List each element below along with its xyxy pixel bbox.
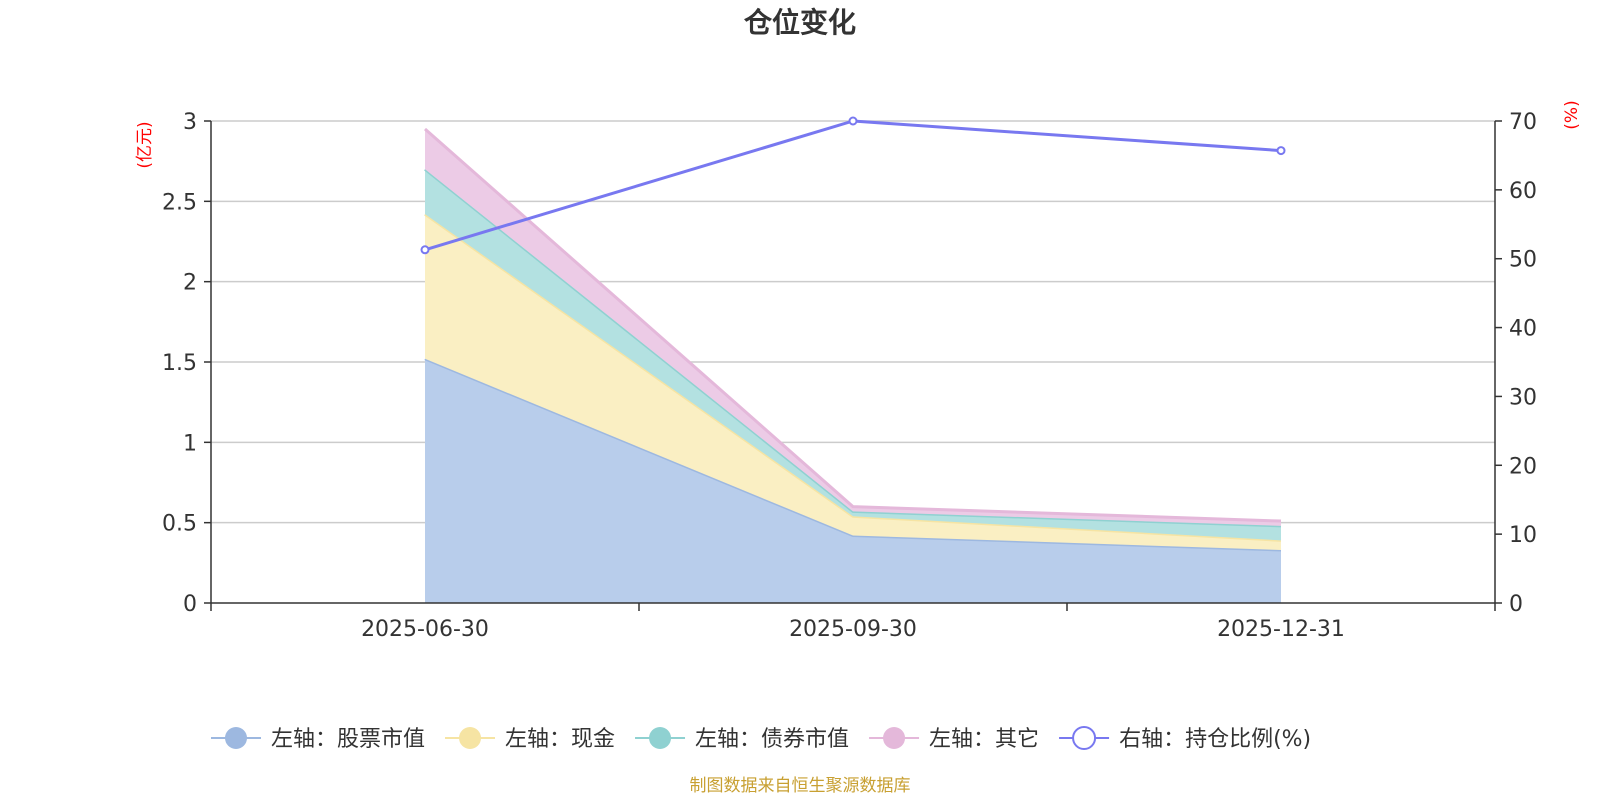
ratio-point (1276, 146, 1286, 156)
right-axis-tick-label: 0 (1509, 592, 1523, 617)
area-fill-series-0 (425, 358, 1281, 603)
legend-item: 左轴：其它 (869, 727, 1039, 752)
ratio-point (420, 245, 430, 255)
legend-label: 左轴：债券市值 (695, 727, 849, 752)
right-axis-unit: (%) (1562, 100, 1582, 129)
left-axis-tick-label: 2.5 (162, 190, 197, 215)
left-axis-tick-label: 1 (183, 431, 197, 456)
right-axis-tick-label: 60 (1509, 179, 1537, 204)
right-axis-tick-label: 10 (1509, 523, 1537, 548)
grid-lines (211, 120, 1495, 524)
legend-label: 左轴：其它 (929, 727, 1039, 752)
left-axis-tick-label: 2 (183, 271, 197, 296)
ratio-point (848, 116, 858, 126)
legend-item: 左轴：债券市值 (635, 727, 849, 752)
ratio-line (424, 119, 1282, 252)
left-axis-tick-label: 1.5 (162, 351, 197, 376)
legend-marker-hollow-circle (1072, 726, 1097, 750)
area-fill-series-1 (425, 214, 1281, 550)
area-line-series-3 (424, 127, 1282, 523)
left-axis-tick-label: 3 (183, 110, 197, 135)
right-axis-tick-label: 20 (1509, 454, 1537, 479)
legend: 左轴：股票市值 左轴：现金 左轴：债券市值 左轴：其它 右轴：持仓比例(%) (211, 726, 1311, 752)
legend-marker-circle (649, 727, 672, 749)
legend-item: 右轴：持仓比例(%) (1059, 726, 1311, 752)
right-axis-tick-label: 40 (1509, 317, 1537, 342)
x-axis-tick-label: 2025-09-30 (789, 617, 917, 642)
x-axis-tick-label: 2025-06-30 (361, 617, 489, 642)
right-axis-tick-label: 50 (1509, 248, 1537, 273)
legend-marker-circle (459, 727, 482, 749)
left-axis-tick-label: 0.5 (162, 512, 197, 537)
legend-label: 右轴：持仓比例(%) (1119, 727, 1311, 752)
data-source-note: 制图数据来自恒生聚源数据库 (690, 776, 911, 796)
right-axis-tick-label: 70 (1509, 110, 1537, 135)
left-axis-unit: (亿元) (135, 121, 155, 168)
legend-item: 左轴：现金 (445, 727, 615, 752)
legend-label: 左轴：股票市值 (271, 727, 425, 752)
legend-item: 左轴：股票市值 (211, 727, 425, 752)
legend-marker-circle (225, 727, 247, 749)
right-axis-tick-label: 30 (1509, 385, 1537, 410)
legend-marker-circle (883, 727, 906, 749)
left-axis-tick-label: 0 (183, 592, 197, 617)
x-axis-tick-label: 2025-12-31 (1217, 617, 1345, 642)
stacked-areas (424, 127, 1282, 603)
holding-ratio-series (420, 116, 1286, 255)
legend-label: 左轴：现金 (505, 727, 615, 752)
chart-title: 仓位变化 (744, 6, 856, 39)
